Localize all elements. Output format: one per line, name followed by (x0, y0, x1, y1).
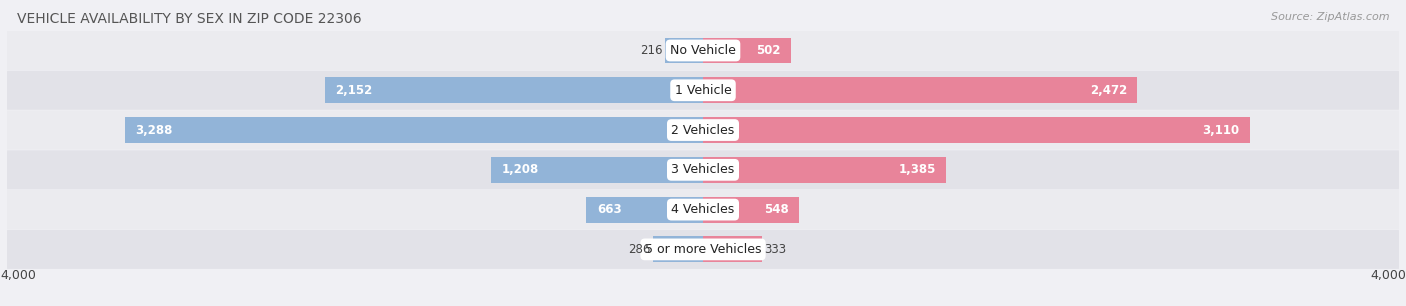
Text: 3,288: 3,288 (135, 124, 173, 136)
Text: 216: 216 (640, 44, 662, 57)
Text: 4,000: 4,000 (0, 269, 37, 282)
Bar (703, 197, 799, 222)
Text: VEHICLE AVAILABILITY BY SEX IN ZIP CODE 22306: VEHICLE AVAILABILITY BY SEX IN ZIP CODE … (17, 12, 361, 26)
Bar (125, 117, 703, 143)
Bar (491, 157, 703, 183)
Text: 548: 548 (763, 203, 789, 216)
FancyBboxPatch shape (7, 150, 1399, 189)
Bar (703, 237, 762, 262)
Text: 1,385: 1,385 (898, 163, 936, 176)
Bar (703, 38, 792, 63)
FancyBboxPatch shape (7, 230, 1399, 269)
FancyBboxPatch shape (7, 110, 1399, 150)
Text: 3 Vehicles: 3 Vehicles (672, 163, 734, 176)
Bar (652, 237, 703, 262)
Bar (665, 38, 703, 63)
Bar (703, 117, 1250, 143)
Text: 502: 502 (756, 44, 780, 57)
Bar (586, 197, 703, 222)
FancyBboxPatch shape (7, 71, 1399, 110)
Text: 2,152: 2,152 (335, 84, 373, 97)
Text: 4 Vehicles: 4 Vehicles (672, 203, 734, 216)
FancyBboxPatch shape (7, 31, 1399, 70)
Text: No Vehicle: No Vehicle (671, 44, 735, 57)
Text: 5 or more Vehicles: 5 or more Vehicles (645, 243, 761, 256)
Bar (703, 77, 1137, 103)
Text: Source: ZipAtlas.com: Source: ZipAtlas.com (1271, 12, 1389, 22)
Text: 4,000: 4,000 (1369, 269, 1406, 282)
Text: 1,208: 1,208 (501, 163, 538, 176)
Text: 1 Vehicle: 1 Vehicle (675, 84, 731, 97)
FancyBboxPatch shape (7, 190, 1399, 229)
Text: 3,110: 3,110 (1202, 124, 1239, 136)
Text: 663: 663 (598, 203, 621, 216)
Text: 2 Vehicles: 2 Vehicles (672, 124, 734, 136)
Text: 333: 333 (765, 243, 786, 256)
Bar (325, 77, 703, 103)
Text: 2,472: 2,472 (1090, 84, 1128, 97)
Text: 286: 286 (627, 243, 650, 256)
Bar (703, 157, 946, 183)
